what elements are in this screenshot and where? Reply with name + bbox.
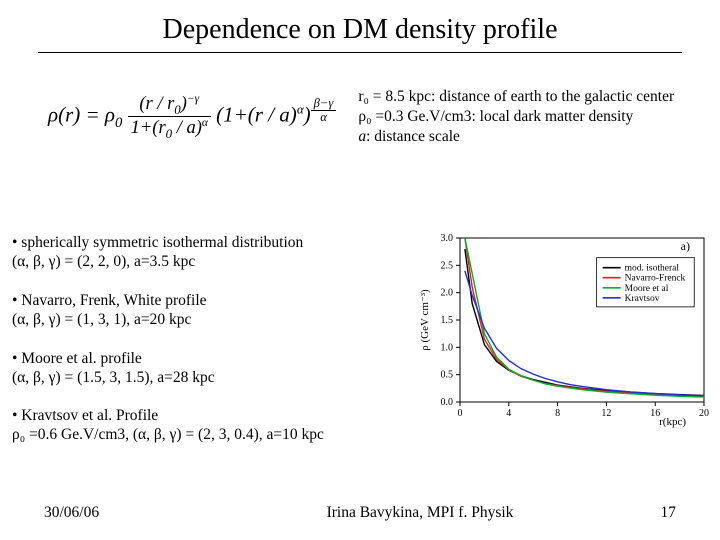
profile-nfw-l2: (α, β, γ) = (1, 3, 1), a=20 kpc xyxy=(12,311,402,330)
chart-svg: 0481216200.00.51.01.52.02.53.0r(kpc)ρ (G… xyxy=(416,228,712,428)
density-profile-chart: 0481216200.00.51.01.52.02.53.0r(kpc)ρ (G… xyxy=(416,228,712,428)
footer-page-number: 17 xyxy=(616,504,676,522)
density-formula: ρ(r) = ρ0 (r / r0)−γ 1+(r0 / a)α (1+(r /… xyxy=(48,93,336,141)
svg-text:r(kpc): r(kpc) xyxy=(659,416,686,428)
svg-text:8: 8 xyxy=(555,408,560,419)
svg-text:0.0: 0.0 xyxy=(441,397,454,408)
profile-moore: • Moore et al. profile (α, β, γ) = (1.5,… xyxy=(12,350,402,388)
svg-text:0.5: 0.5 xyxy=(441,370,454,381)
svg-text:4: 4 xyxy=(506,408,511,419)
profile-list: • spherically symmetric isothermal distr… xyxy=(12,234,402,465)
svg-text:2.5: 2.5 xyxy=(441,260,454,271)
svg-text:0: 0 xyxy=(458,408,463,419)
profile-kravtsov-l1: • Kravtsov et al. Profile xyxy=(12,407,402,426)
svg-text:Navarro-Frenck: Navarro-Frenck xyxy=(625,274,686,284)
svg-text:20: 20 xyxy=(699,408,709,419)
param-r0: r₀ = 8.5 kpc: distance of earth to the g… xyxy=(358,87,674,107)
svg-text:1.5: 1.5 xyxy=(441,315,454,326)
profile-kravtsov-l2: ρ₀ =0.6 Ge.V/cm3, (α, β, γ) = (2, 3, 0.4… xyxy=(12,426,402,445)
formula-row: ρ(r) = ρ0 (r / r0)−γ 1+(r0 / a)α (1+(r /… xyxy=(0,87,720,146)
svg-text:a): a) xyxy=(681,239,690,253)
svg-text:mod. isotheral: mod. isotheral xyxy=(625,264,680,274)
svg-text:2.0: 2.0 xyxy=(441,288,454,299)
footer-author: Irina Bavykina, MPI f. Physik xyxy=(224,504,616,522)
param-a: a: distance scale xyxy=(358,127,674,147)
profile-isothermal: • spherically symmetric isothermal distr… xyxy=(12,234,402,272)
profile-moore-l1: • Moore et al. profile xyxy=(12,350,402,369)
svg-text:ρ (GeV cm⁻³): ρ (GeV cm⁻³) xyxy=(419,289,431,351)
title-rule xyxy=(38,52,682,53)
profile-isothermal-l1: • spherically symmetric isothermal distr… xyxy=(12,234,402,253)
profile-nfw: • Navarro, Frenk, White profile (α, β, γ… xyxy=(12,292,402,330)
svg-text:Kravtsov: Kravtsov xyxy=(625,294,660,304)
profile-nfw-l1: • Navarro, Frenk, White profile xyxy=(12,292,402,311)
parameter-definitions: r₀ = 8.5 kpc: distance of earth to the g… xyxy=(358,87,674,146)
svg-text:3.0: 3.0 xyxy=(441,233,454,244)
profile-kravtsov: • Kravtsov et al. Profile ρ₀ =0.6 Ge.V/c… xyxy=(12,407,402,445)
param-rho0: ρ₀ =0.3 Ge.V/cm3: local dark matter dens… xyxy=(358,107,674,127)
page-title: Dependence on DM density profile xyxy=(0,0,720,46)
profile-isothermal-l2: (α, β, γ) = (2, 2, 0), a=3.5 kpc xyxy=(12,253,402,272)
slide-footer: 30/06/06 Irina Bavykina, MPI f. Physik 1… xyxy=(0,504,720,522)
svg-text:12: 12 xyxy=(601,408,611,419)
footer-date: 30/06/06 xyxy=(44,504,224,522)
svg-text:Moore et al: Moore et al xyxy=(625,284,669,294)
profile-moore-l2: (α, β, γ) = (1.5, 3, 1.5), a=28 kpc xyxy=(12,369,402,388)
svg-text:1.0: 1.0 xyxy=(441,342,454,353)
